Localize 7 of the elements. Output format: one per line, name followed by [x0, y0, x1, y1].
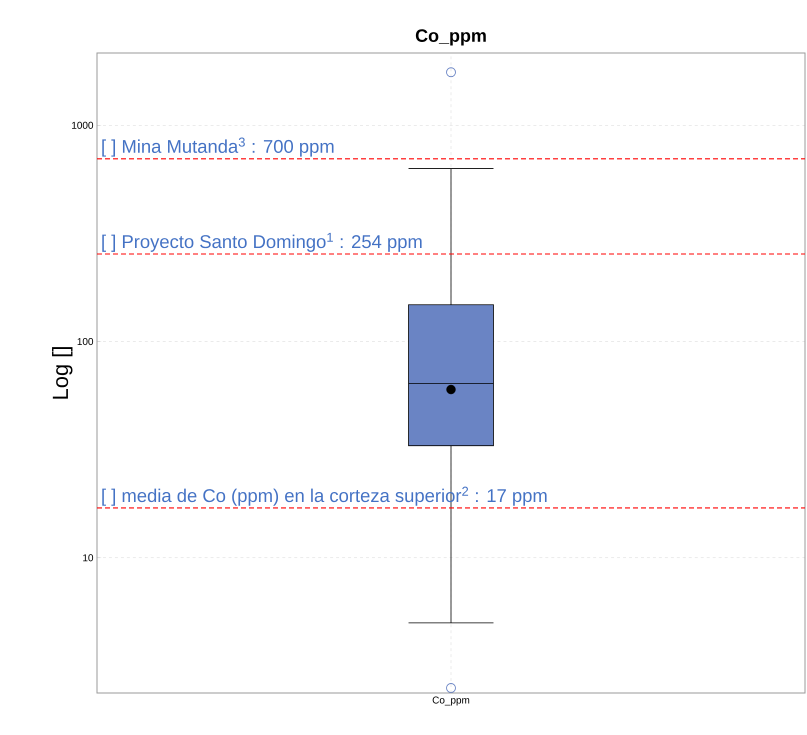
y-tick-label: 10: [83, 554, 94, 562]
y-axis-title: Log []: [52, 347, 72, 399]
ref-line-label: [ ] Proyecto Santo Domingo$^{1}$ : 254 ppm: [102, 232, 422, 252]
y-tick-label: 100: [78, 338, 94, 346]
ref-line-label: [ ] Mina Mutanda$^{3}$ : 700 ppm: [102, 138, 334, 157]
y-tick-label: 1000: [72, 122, 94, 129]
chart-title: Co_ppm: [416, 29, 486, 46]
